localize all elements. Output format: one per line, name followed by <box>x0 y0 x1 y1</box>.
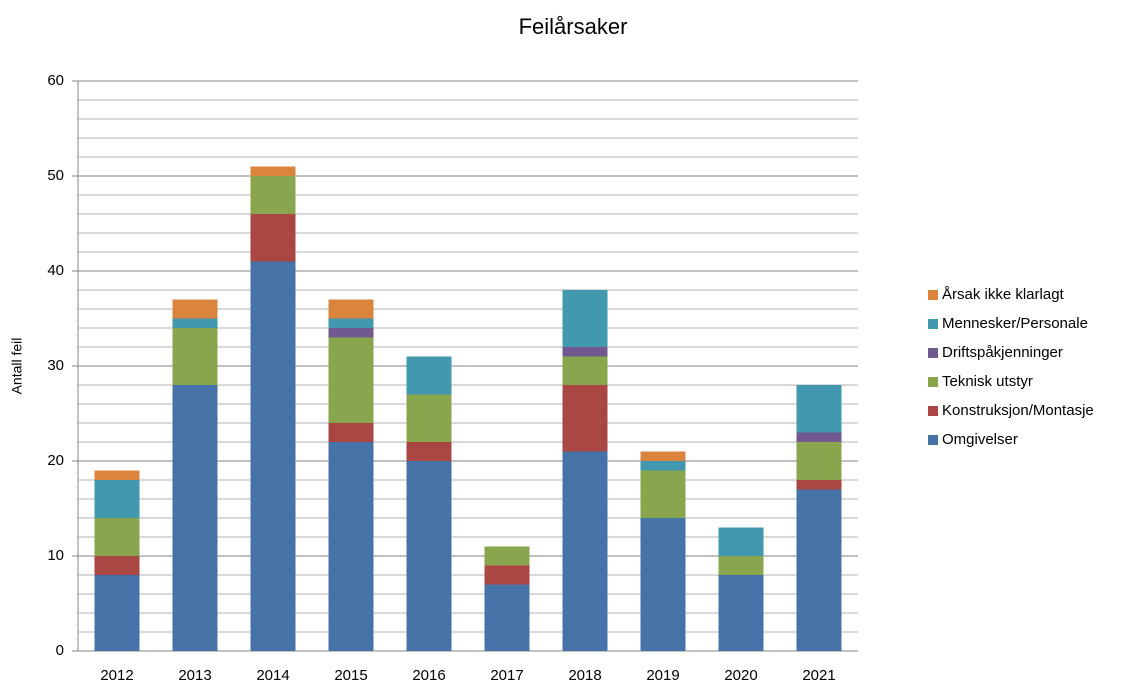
bar-segment <box>94 480 140 518</box>
bar-segment <box>796 489 842 651</box>
x-tick-label: 2021 <box>802 667 835 684</box>
x-tick-label: 2013 <box>178 667 211 684</box>
bar-segment <box>640 451 686 461</box>
bar-segment <box>718 575 764 651</box>
y-tick-label: 0 <box>56 642 64 659</box>
bar-segment <box>94 470 140 480</box>
bar-segment <box>796 480 842 490</box>
y-tick-label: 60 <box>47 72 64 89</box>
bar-segment <box>328 442 374 651</box>
y-axis-label: Antall feil <box>9 338 25 395</box>
bar-segment <box>328 328 374 338</box>
bar-segment <box>640 518 686 651</box>
legend-label: Mennesker/Personale <box>942 315 1088 332</box>
bar-segment <box>562 356 608 385</box>
bar-segment <box>796 385 842 433</box>
x-tick-label: 2019 <box>646 667 679 684</box>
bar-segment <box>484 565 530 585</box>
y-tick-label: 30 <box>47 357 64 374</box>
legend-swatch <box>928 435 938 445</box>
x-tick-label: 2015 <box>334 667 367 684</box>
x-tick-label: 2016 <box>412 667 445 684</box>
x-tick-label: 2014 <box>256 667 289 684</box>
bar-segment <box>406 356 452 395</box>
legend-swatch <box>928 406 938 416</box>
bar-segment <box>640 470 686 518</box>
bar-segment <box>406 394 452 442</box>
bar-segment <box>406 461 452 651</box>
x-tick-label: 2018 <box>568 667 601 684</box>
legend-swatch <box>928 377 938 387</box>
bar-segment <box>94 556 140 575</box>
bar-segment <box>328 299 374 319</box>
bar-segment <box>172 299 218 319</box>
y-tick-label: 50 <box>47 167 64 184</box>
bar-segment <box>718 527 764 556</box>
bar-segment <box>484 584 530 651</box>
x-tick-label: 2012 <box>100 667 133 684</box>
chart-title: Feilårsaker <box>519 14 628 39</box>
y-tick-label: 20 <box>47 452 64 469</box>
bar-segment <box>250 214 296 262</box>
bar-segment <box>484 546 530 566</box>
bar-segment <box>796 432 842 442</box>
legend-label: Årsak ikke klarlagt <box>942 286 1065 303</box>
y-tick-label: 40 <box>47 262 64 279</box>
bar-segment <box>640 461 686 471</box>
legend-label: Konstruksjon/Montasje <box>942 402 1094 419</box>
bar-segment <box>406 442 452 461</box>
legend-label: Driftspåkjenninger <box>942 344 1063 361</box>
legend-swatch <box>928 348 938 358</box>
bar-segment <box>172 318 218 328</box>
bar-segment <box>250 176 296 214</box>
x-tick-label: 2017 <box>490 667 523 684</box>
bar-segment <box>796 442 842 480</box>
bar-segment <box>718 556 764 575</box>
legend-swatch <box>928 290 938 300</box>
y-tick-label: 10 <box>47 547 64 564</box>
bar-segment <box>562 290 608 347</box>
bar-segment <box>172 385 218 651</box>
legend-label: Teknisk utstyr <box>942 373 1033 390</box>
bar-segment <box>250 261 296 651</box>
legend-label: Omgivelser <box>942 431 1018 448</box>
bar-segment <box>172 328 218 385</box>
bar-segment <box>328 318 374 328</box>
bar-segment <box>250 166 296 176</box>
legend-swatch <box>928 319 938 329</box>
bar-segment <box>562 347 608 357</box>
bar-segment <box>94 518 140 556</box>
x-tick-label: 2020 <box>724 667 757 684</box>
bar-segment <box>562 385 608 452</box>
bar-segment <box>562 451 608 651</box>
bar-segment <box>94 575 140 651</box>
bar-segment <box>328 337 374 423</box>
bar-segment <box>328 423 374 442</box>
